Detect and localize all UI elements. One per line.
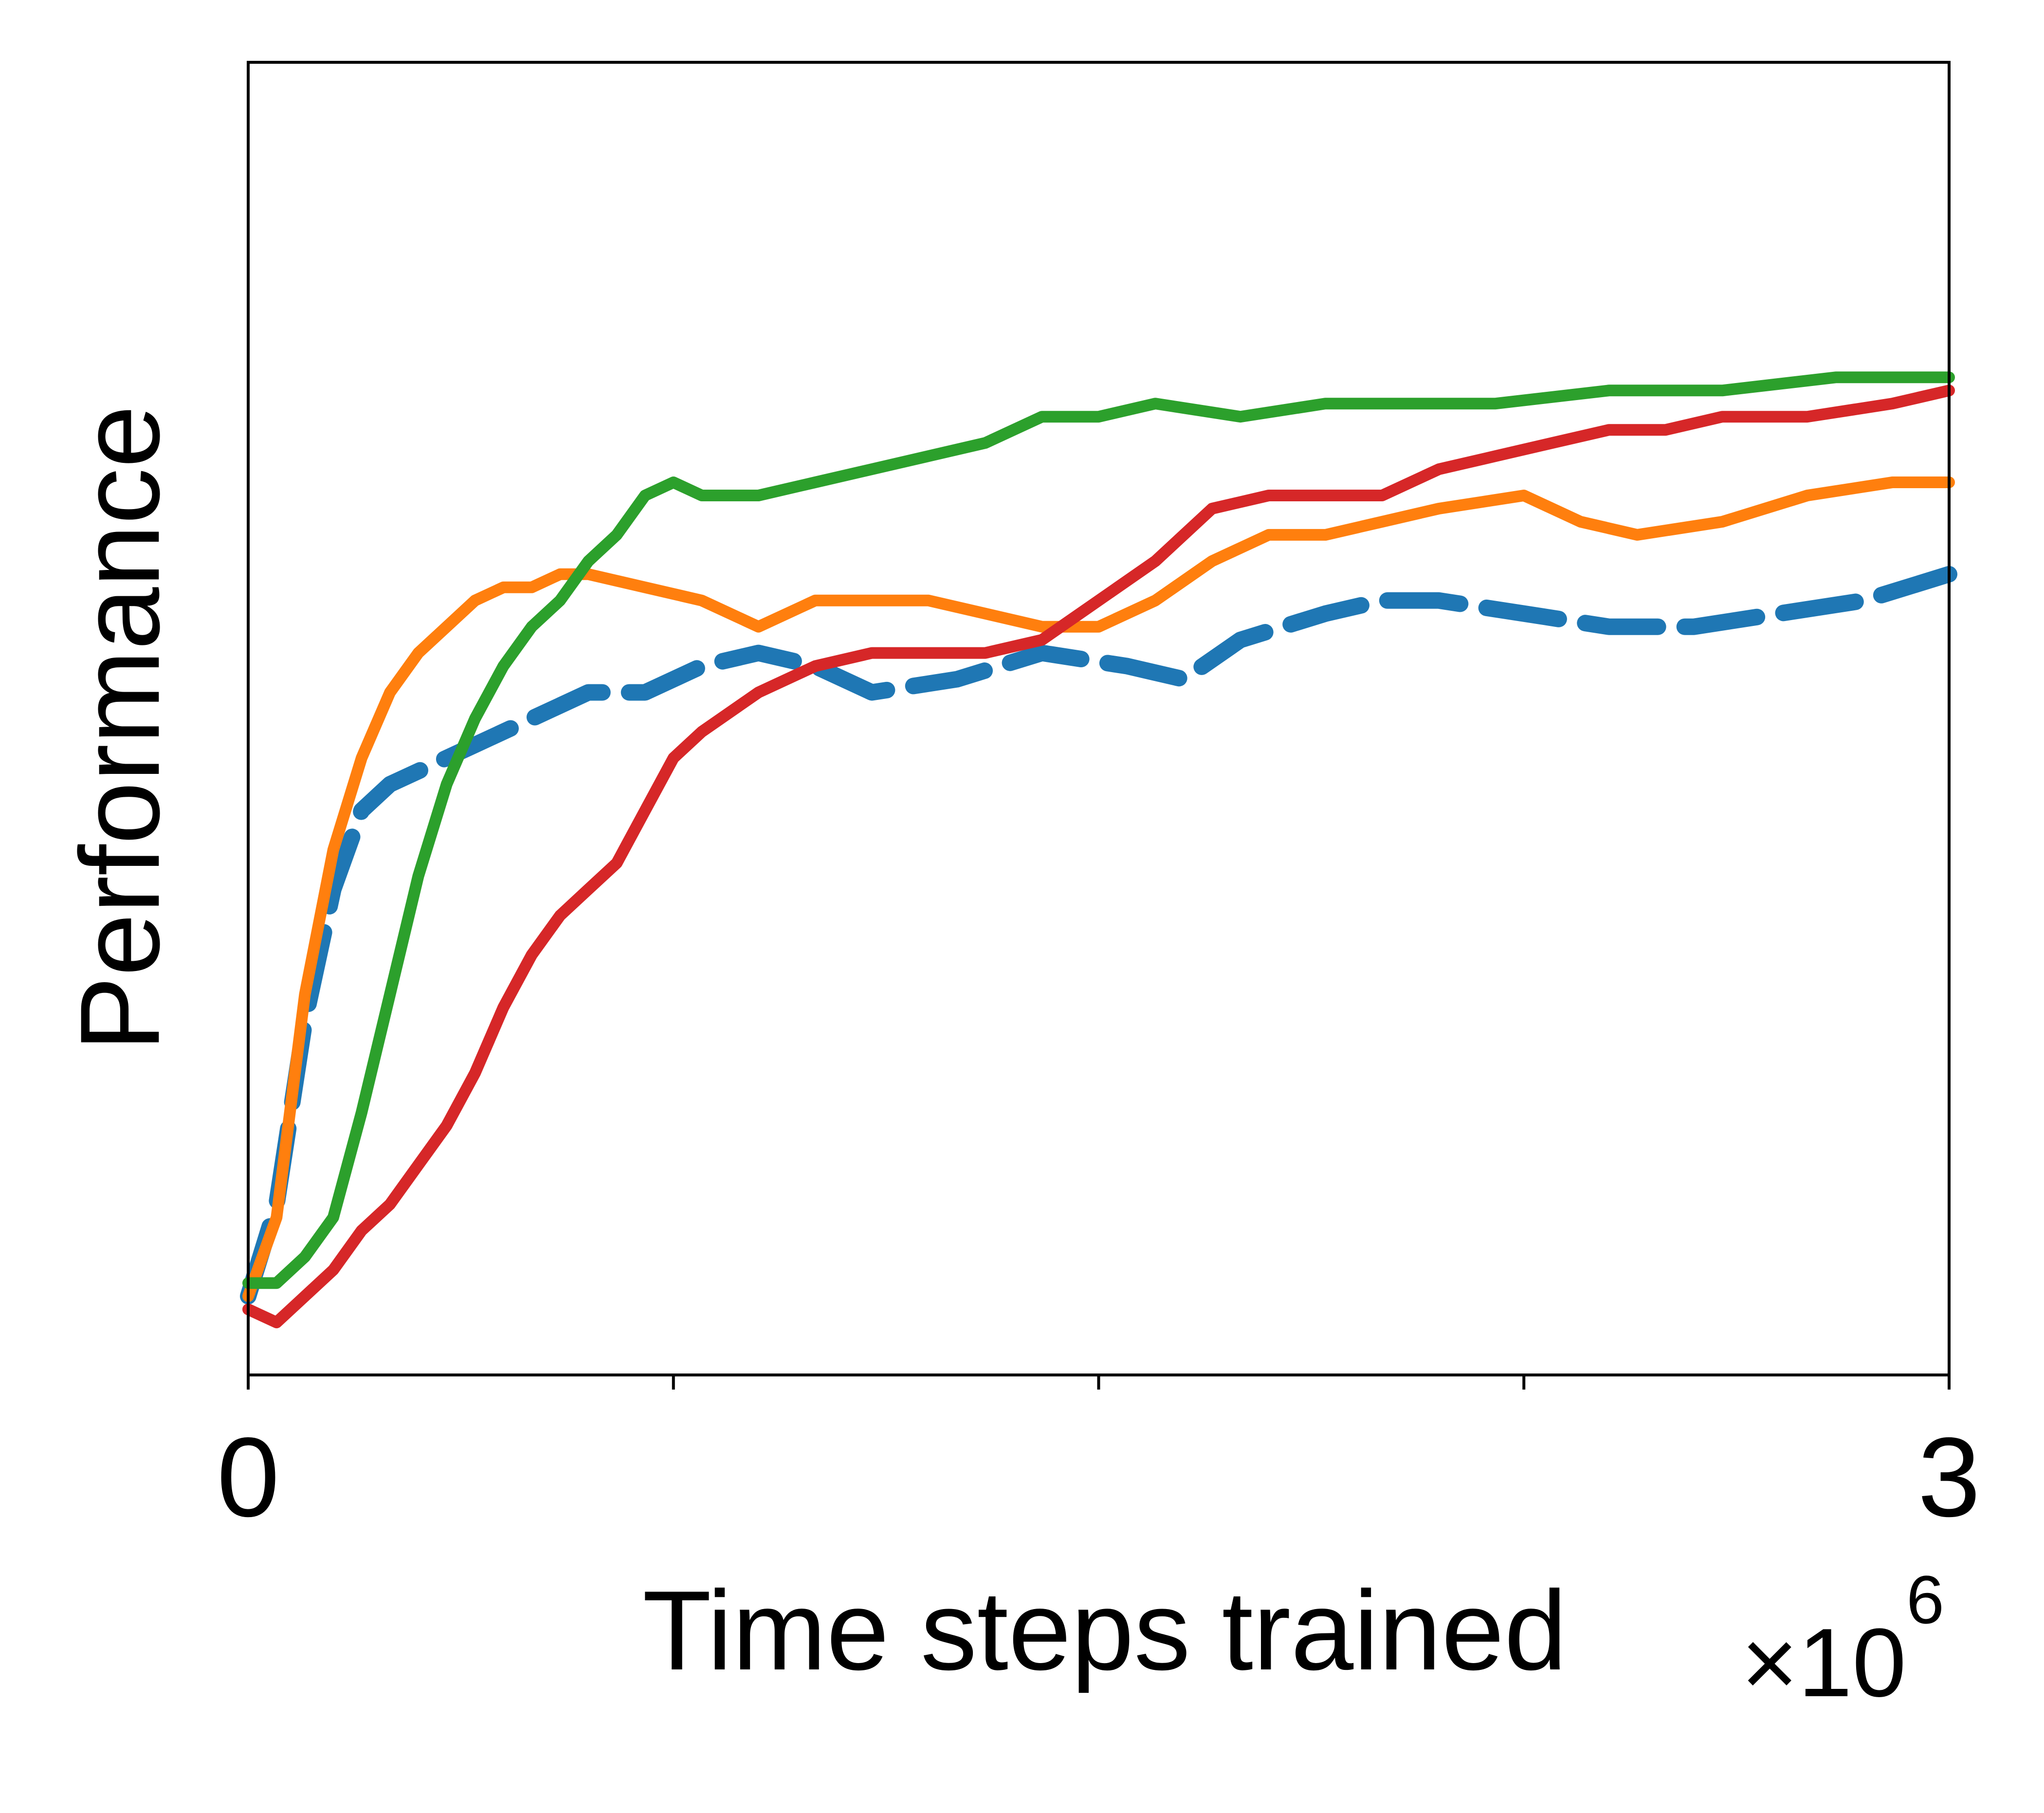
series-line-3 (242, 371, 1955, 1289)
x-axis-label: Time steps trained (642, 1568, 1567, 1694)
y-axis-label: Performance (57, 405, 183, 1051)
x-axis-offset-base: ×10 (1741, 1609, 1906, 1717)
series-line-1 (240, 566, 1957, 1305)
x-tick-label: 0 (217, 1414, 279, 1540)
x-axis-offset-label: ×106 (1741, 1561, 1944, 1717)
series-line-4 (242, 385, 1955, 1329)
x-ticks (247, 1375, 1951, 1390)
series-line-2 (242, 476, 1955, 1302)
x-axis-offset-exponent: 6 (1906, 1561, 1944, 1638)
x-tick-label: 3 (1917, 1414, 1980, 1540)
series-layer (240, 371, 1957, 1329)
